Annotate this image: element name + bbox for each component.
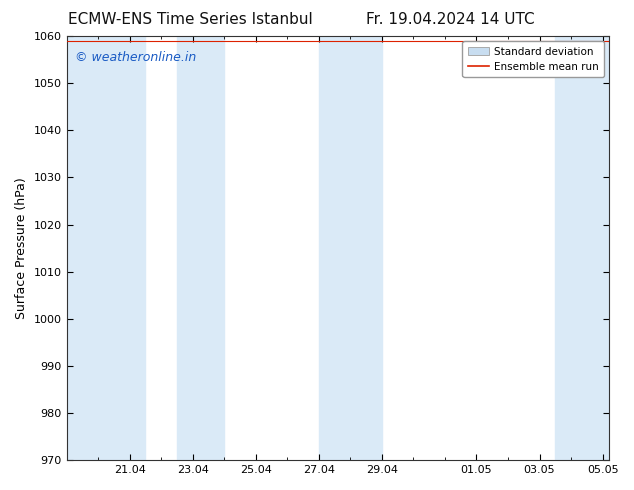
Legend: Standard deviation, Ensemble mean run: Standard deviation, Ensemble mean run bbox=[462, 41, 604, 77]
Y-axis label: Surface Pressure (hPa): Surface Pressure (hPa) bbox=[15, 177, 28, 319]
Bar bbox=[555, 36, 609, 460]
Text: ECMW-ENS Time Series Istanbul: ECMW-ENS Time Series Istanbul bbox=[68, 12, 313, 27]
Bar bbox=[319, 36, 382, 460]
Text: Fr. 19.04.2024 14 UTC: Fr. 19.04.2024 14 UTC bbox=[366, 12, 534, 27]
Bar bbox=[177, 36, 224, 460]
Text: © weatheronline.in: © weatheronline.in bbox=[75, 51, 196, 64]
Bar bbox=[67, 36, 145, 460]
